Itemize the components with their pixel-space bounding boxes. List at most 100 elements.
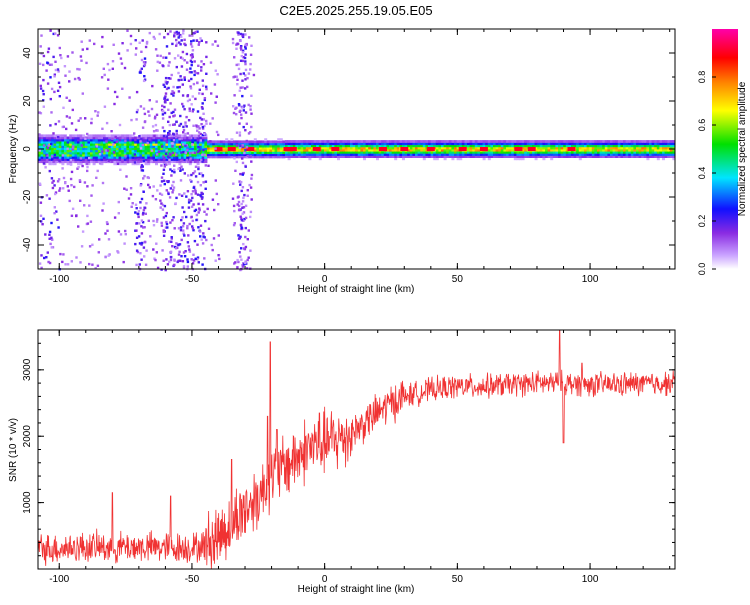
spectrogram-cell	[259, 155, 262, 159]
spectrogram-cell	[347, 155, 351, 158]
spectrogram-cell	[529, 150, 533, 154]
spectrogram-cell	[147, 158, 151, 161]
spectrogram-noise	[163, 105, 166, 109]
spectrogram-noise	[134, 242, 137, 246]
spectrogram-cell	[186, 151, 190, 155]
spectrogram-noise	[189, 157, 192, 160]
spectrogram-cell	[61, 145, 65, 148]
spectrogram-cell	[144, 136, 148, 140]
spectrogram-cell	[550, 142, 554, 146]
spectrogram-cell	[256, 155, 260, 159]
spectrogram-cell	[521, 148, 525, 152]
spectrogram-cell	[199, 140, 203, 144]
spectrogram-noise	[181, 143, 185, 146]
spectrogram-noise	[53, 206, 56, 209]
spectrogram-noise	[201, 156, 205, 160]
spectrogram-cell	[555, 144, 559, 148]
spectrogram-cell	[157, 140, 161, 144]
spectrogram-noise	[141, 39, 144, 42]
spectrogram-noise	[245, 122, 248, 125]
spectrogram-cell	[272, 144, 275, 148]
spectrogram-cell	[537, 142, 541, 146]
spectrogram-cell	[285, 150, 288, 154]
spectrogram-cell	[220, 151, 223, 154]
spectrogram-cell	[97, 136, 101, 140]
spectrogram-cell	[97, 145, 101, 148]
spectrogram-noise	[241, 212, 244, 215]
spectrogram-cell	[82, 134, 86, 138]
spectrogram-noise	[231, 41, 235, 45]
spectrogram-cell	[287, 155, 291, 158]
spectrogram-noise	[244, 74, 247, 77]
spectrogram-noise	[190, 45, 194, 48]
spectrogram-cell	[285, 153, 288, 156]
spectrogram-noise	[189, 85, 192, 88]
spectrogram-cell	[628, 144, 632, 148]
spectrogram-cell	[376, 142, 379, 146]
spectrogram-cell	[389, 153, 392, 156]
spectrogram-cell	[344, 144, 348, 148]
spectrogram-cell	[292, 155, 296, 158]
spectrogram-cell	[532, 140, 535, 143]
spectrogram-noise	[86, 165, 89, 169]
spectrogram-noise	[205, 55, 208, 59]
spectrogram-cell	[40, 143, 44, 146]
spectrogram-cell	[370, 144, 374, 148]
spectrogram-cell	[53, 143, 57, 146]
spectrogram-cell	[641, 140, 645, 143]
spectrogram-cell	[251, 153, 255, 157]
spectrogram-cell	[407, 144, 411, 148]
spectrogram-cell	[295, 148, 299, 152]
spectrogram-noise	[185, 68, 189, 71]
spectrogram-cell	[43, 158, 47, 161]
spectrogram-cell	[121, 162, 125, 166]
spectrogram-cell	[53, 160, 57, 164]
spectrogram-cell	[300, 142, 304, 146]
spectrogram-noise	[137, 212, 140, 216]
spectrogram-noise	[155, 251, 158, 254]
spectrogram-noise	[249, 62, 252, 66]
spectrogram-cell	[316, 142, 320, 146]
spectrogram-noise	[163, 96, 166, 100]
spectrogram-cell	[311, 142, 314, 146]
spectrogram-cell	[87, 151, 91, 155]
spectrogram-noise	[201, 102, 204, 105]
x-tick-label: -100	[49, 574, 69, 585]
spectrogram-cell	[394, 157, 398, 161]
spectrogram-noise	[105, 140, 108, 143]
spectrogram-noise	[66, 185, 69, 188]
y-tick-label: -40	[22, 237, 33, 252]
spectrogram-cell	[610, 142, 613, 146]
spectrogram-cell	[243, 140, 247, 144]
spectrogram-cell	[542, 153, 546, 156]
spectrogram-cell	[194, 149, 197, 153]
spectrogram-cell	[415, 150, 418, 154]
spectrogram-cell	[136, 160, 140, 164]
spectrogram-cell	[581, 144, 585, 148]
spectrogram-cell	[656, 146, 660, 150]
spectrogram-cell	[552, 153, 556, 156]
spectrogram-cell	[103, 160, 106, 164]
spectrogram-cell	[506, 144, 509, 148]
spectrogram-noise	[143, 120, 147, 123]
spectrogram-cell	[92, 140, 96, 144]
spectrogram-noise	[179, 226, 183, 229]
spectrogram-cell	[368, 146, 372, 150]
spectrogram-noise	[113, 102, 116, 106]
spectrogram-cell	[300, 153, 304, 156]
spectrogram-cell	[594, 153, 598, 156]
spectrogram-noise	[85, 61, 88, 65]
spectrogram-cell	[279, 151, 283, 154]
spectrogram-cell	[95, 160, 99, 164]
spectrogram-noise	[200, 60, 203, 63]
spectrogram-cell	[454, 144, 457, 148]
spectrogram-cell	[326, 144, 330, 148]
spectrogram-cell	[149, 143, 153, 146]
spectrogram-cell	[248, 153, 252, 157]
spectrogram-noise	[103, 73, 106, 77]
spectrogram-cell	[155, 134, 158, 138]
spectrogram-noise	[184, 250, 187, 253]
spectrogram-noise	[239, 72, 242, 76]
spectrogram-cell	[511, 148, 515, 152]
